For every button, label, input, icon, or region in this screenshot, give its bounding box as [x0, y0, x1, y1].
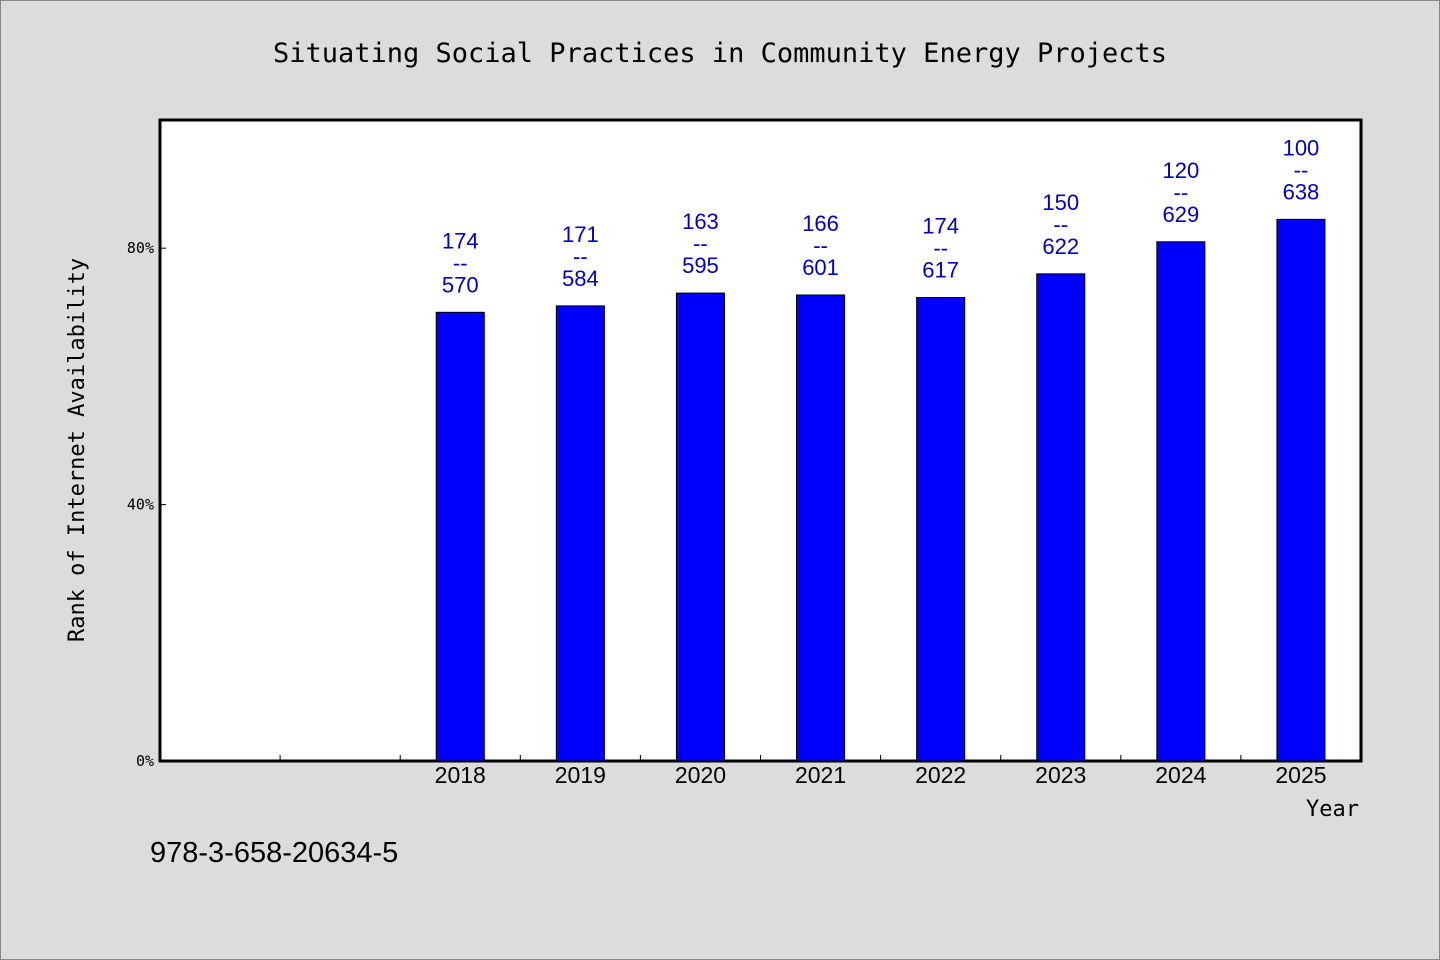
- data-label-2021-line1: 166: [802, 211, 839, 236]
- data-labels-layer: 174--570171--584163--595166--601174--617…: [442, 135, 1319, 297]
- x-tick-label-2020: 2020: [675, 762, 726, 788]
- y-tick-label-80: 80%: [127, 239, 154, 257]
- data-label-2025-line1: 100: [1283, 135, 1320, 160]
- data-label-2018-line2: --: [453, 250, 468, 275]
- x-axis: 2018 2019 2020 2021 2022 2023 2024 2025: [279, 755, 1327, 788]
- x-tick-label-2025: 2025: [1275, 762, 1326, 788]
- data-label-2022-line3: 617: [922, 258, 959, 283]
- chart-title: Situating Social Practices in Community …: [273, 38, 1167, 69]
- bar-2024: [1156, 241, 1206, 762]
- bar-2018: [435, 311, 485, 762]
- x-axis-label: Year: [1306, 797, 1359, 822]
- data-label-2019-line2: --: [573, 244, 588, 269]
- x-tick-label-2021: 2021: [795, 762, 846, 788]
- x-tick-label-2019: 2019: [555, 762, 606, 788]
- data-label-2024-line3: 629: [1162, 202, 1199, 227]
- data-label-2020-line1: 163: [682, 209, 719, 234]
- data-label-2024-line1: 120: [1162, 158, 1199, 183]
- data-label-2020-line2: --: [693, 231, 708, 256]
- x-tick-label-2022: 2022: [915, 762, 966, 788]
- y-axis-label: Rank of Internet Availability: [65, 258, 90, 642]
- bar-2022: [916, 297, 966, 762]
- x-tick-label-2018: 2018: [435, 762, 486, 788]
- data-label-2020-line3: 595: [682, 253, 719, 278]
- data-label-2022-line1: 174: [922, 214, 959, 239]
- bar-2025: [1276, 218, 1326, 762]
- data-label-2025-line3: 638: [1283, 179, 1320, 204]
- data-label-2022-line2: --: [933, 236, 948, 261]
- data-label-2018-line3: 570: [442, 272, 479, 297]
- data-label-2024-line2: --: [1174, 180, 1189, 205]
- data-label-2021-line3: 601: [802, 255, 839, 280]
- data-label-2023-line3: 622: [1042, 234, 1079, 259]
- data-label-2018-line1: 174: [442, 228, 479, 253]
- bar-2019: [555, 305, 605, 762]
- data-label-2019-line3: 584: [562, 266, 599, 291]
- bars-layer: [435, 218, 1326, 762]
- data-label-2023-line1: 150: [1042, 190, 1079, 215]
- bar-2020: [675, 292, 725, 762]
- data-label-2023-line2: --: [1053, 212, 1068, 237]
- y-axis: 0% 40% 80%: [127, 239, 166, 770]
- bar-2023: [1036, 273, 1086, 762]
- x-tick-label-2024: 2024: [1155, 762, 1206, 788]
- data-label-2021-line2: --: [813, 233, 828, 258]
- isbn-footer: 978-3-658-20634-5: [150, 837, 398, 869]
- y-tick-label-0: 0%: [136, 752, 154, 770]
- x-tick-label-2023: 2023: [1035, 762, 1086, 788]
- data-label-2019-line1: 171: [562, 222, 599, 247]
- bar-2021: [796, 294, 846, 762]
- y-tick-label-40: 40%: [127, 496, 154, 514]
- data-label-2025-line2: --: [1294, 157, 1309, 182]
